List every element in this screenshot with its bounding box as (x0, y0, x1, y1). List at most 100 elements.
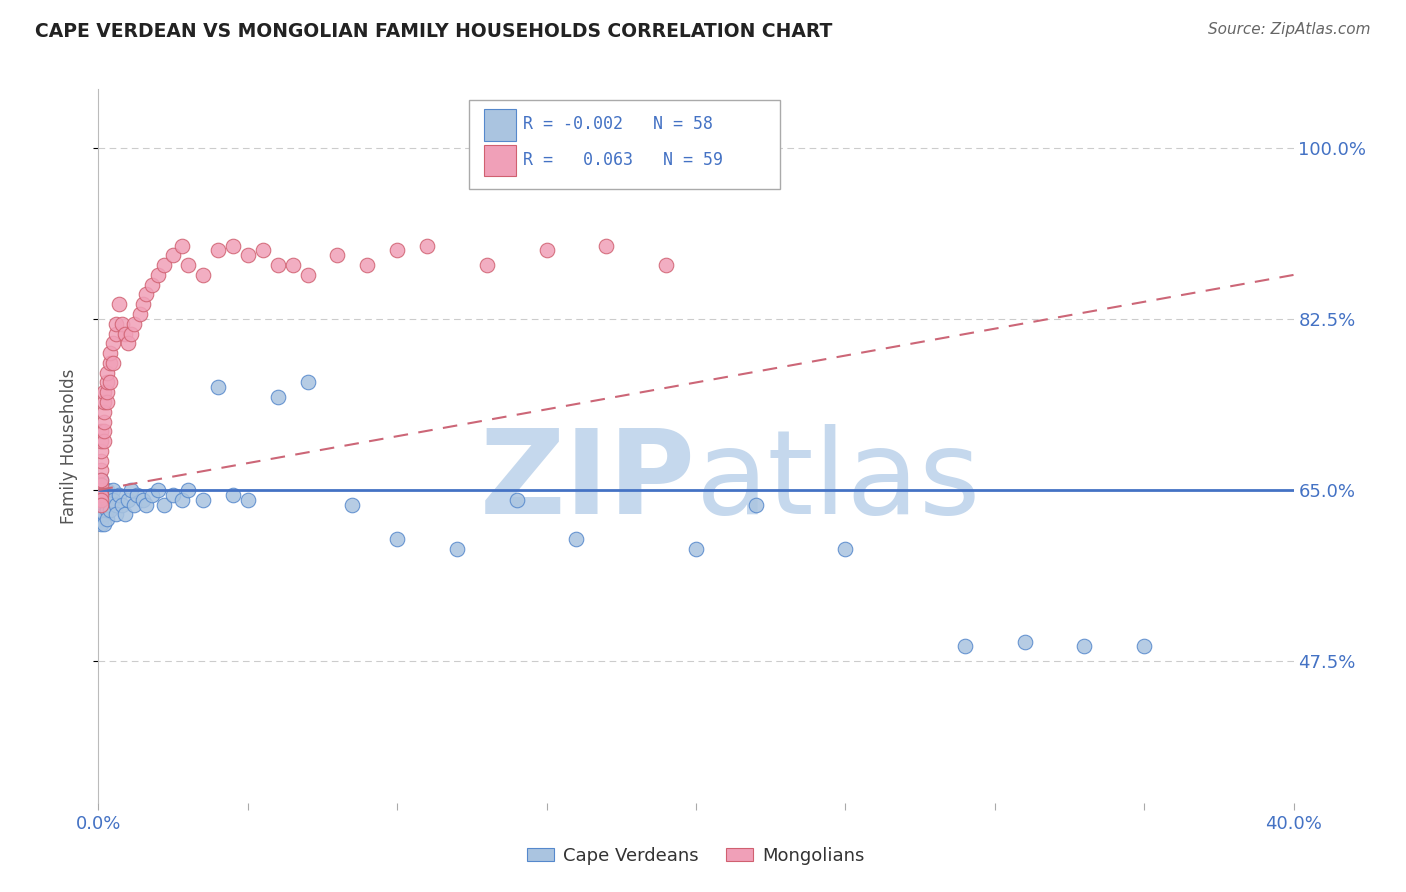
Point (93, 395, 115, 409)
FancyBboxPatch shape (485, 145, 516, 177)
Point (98, 488, 122, 502)
Text: ZIP: ZIP (479, 425, 696, 539)
Point (105, 508, 128, 522)
Point (236, 492, 259, 507)
Point (96, 502, 118, 516)
Point (475, 258, 498, 272)
Point (297, 376, 319, 390)
Point (129, 307, 152, 321)
Point (93, 508, 115, 522)
Point (96, 483, 118, 497)
Point (127, 488, 149, 502)
Point (90, 483, 112, 497)
Text: CAPE VERDEAN VS MONGOLIAN FAMILY HOUSEHOLDS CORRELATION CHART: CAPE VERDEAN VS MONGOLIAN FAMILY HOUSEHO… (35, 22, 832, 41)
Point (96, 366, 118, 380)
Point (446, 541, 468, 556)
Point (177, 483, 200, 497)
Text: R =   0.063   N = 59: R = 0.063 N = 59 (523, 151, 723, 169)
Point (105, 498, 128, 512)
Point (153, 258, 176, 272)
Point (90, 453, 112, 467)
Point (105, 317, 128, 331)
Point (103, 492, 125, 507)
Point (96, 512, 118, 526)
Point (93, 488, 115, 502)
Point (1073, 640, 1095, 654)
Point (114, 508, 136, 522)
FancyBboxPatch shape (485, 109, 516, 141)
Point (172, 492, 194, 507)
Point (93, 385, 115, 400)
Point (98, 502, 122, 516)
Point (93, 434, 115, 449)
Point (90, 488, 112, 502)
Point (191, 492, 214, 507)
Point (96, 376, 118, 390)
Point (90, 473, 112, 487)
Point (135, 287, 157, 301)
Point (132, 297, 155, 311)
Point (834, 541, 856, 556)
Point (90, 488, 112, 502)
Point (98, 376, 122, 390)
Point (222, 238, 245, 252)
Text: R = -0.002   N = 58: R = -0.002 N = 58 (523, 115, 713, 133)
Point (124, 317, 146, 331)
Point (108, 297, 131, 311)
Point (207, 244, 229, 258)
Point (565, 532, 588, 546)
Point (90, 517, 112, 532)
Y-axis label: Family Households: Family Households (59, 368, 77, 524)
Point (281, 258, 304, 272)
Point (132, 492, 155, 507)
Point (96, 492, 118, 507)
Point (120, 326, 142, 341)
Point (536, 244, 558, 258)
Point (90, 483, 112, 497)
Point (114, 326, 136, 341)
Point (96, 385, 118, 400)
Point (124, 498, 146, 512)
Point (93, 415, 115, 429)
Point (108, 488, 131, 502)
Point (111, 498, 134, 512)
FancyBboxPatch shape (470, 100, 780, 189)
Point (148, 483, 170, 497)
Point (172, 238, 194, 252)
Point (1014, 634, 1036, 648)
Text: atlas: atlas (696, 425, 981, 539)
Point (148, 268, 170, 282)
Point (90, 473, 112, 487)
Point (342, 498, 364, 512)
Point (90, 502, 112, 516)
Point (90, 508, 112, 522)
Point (103, 356, 125, 370)
Point (103, 336, 125, 351)
Point (90, 492, 112, 507)
Point (685, 541, 707, 556)
Point (117, 492, 139, 507)
Point (90, 434, 112, 449)
Point (90, 463, 112, 477)
Point (297, 268, 319, 282)
Point (98, 346, 122, 360)
Point (655, 258, 678, 272)
Point (117, 336, 139, 351)
Point (207, 380, 229, 394)
Point (111, 317, 134, 331)
Point (93, 425, 115, 439)
Point (105, 326, 128, 341)
Point (90, 492, 112, 507)
Point (135, 498, 157, 512)
Point (120, 483, 142, 497)
Point (595, 238, 617, 252)
Point (90, 512, 112, 526)
Point (267, 390, 290, 404)
Point (506, 492, 529, 507)
Point (385, 532, 409, 546)
Point (90, 478, 112, 492)
Point (416, 238, 439, 252)
Point (236, 248, 259, 262)
Point (326, 248, 349, 262)
Point (96, 395, 118, 409)
